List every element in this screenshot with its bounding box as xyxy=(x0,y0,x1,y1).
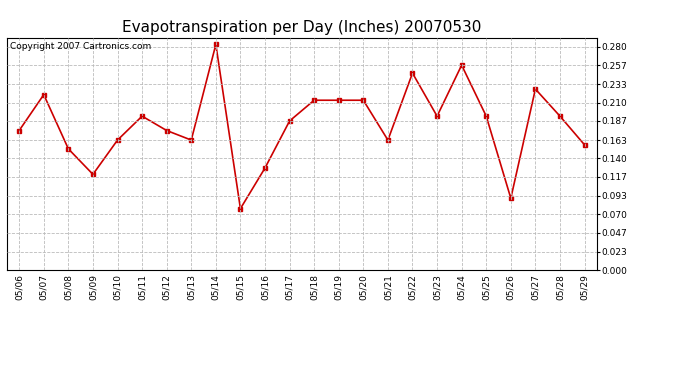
Text: Copyright 2007 Cartronics.com: Copyright 2007 Cartronics.com xyxy=(10,42,151,51)
Title: Evapotranspiration per Day (Inches) 20070530: Evapotranspiration per Day (Inches) 2007… xyxy=(122,20,482,35)
